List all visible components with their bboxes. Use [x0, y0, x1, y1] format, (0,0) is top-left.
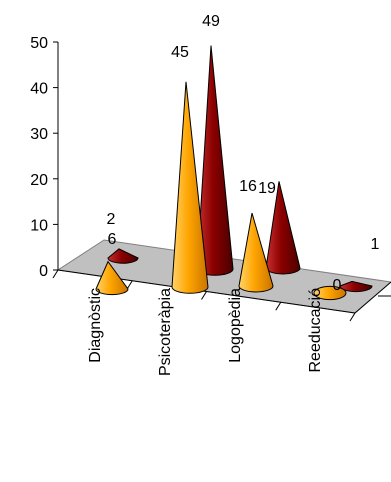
x-tick: [52, 269, 59, 279]
data-label: 1: [371, 236, 380, 253]
x-tick: [201, 291, 207, 300]
cone-body: [238, 212, 274, 293]
x-tick: [126, 280, 133, 290]
cone-mark: [313, 285, 347, 301]
cone-mark: [107, 248, 139, 264]
cone-mark: [95, 260, 129, 296]
y-tick-label: 10: [30, 217, 48, 234]
cone-mark: [238, 212, 274, 293]
data-label: 2: [107, 211, 116, 228]
y-tick-label: 40: [30, 81, 48, 98]
category-label: Psicoteràpia: [157, 288, 174, 376]
data-label: 45: [171, 44, 189, 61]
cone-body: [107, 248, 139, 264]
data-label: 16: [239, 178, 257, 195]
cone-body: [171, 81, 209, 294]
y-tick-label: 50: [30, 35, 48, 52]
depth-axis-line: [354, 281, 391, 314]
y-tick-label: 0: [39, 263, 48, 280]
data-label: 49: [202, 13, 220, 30]
category-label: Reeducació: [307, 288, 324, 373]
data-label: 19: [258, 180, 276, 197]
data-label: 6: [108, 231, 117, 248]
category-label: Logopèdia: [227, 288, 244, 363]
category-label: Diagnòstic: [87, 288, 104, 363]
y-tick-label: 30: [30, 126, 48, 143]
x-tick: [275, 301, 282, 311]
cone-mark: [171, 81, 209, 294]
cone-base: [313, 285, 347, 301]
y-tick-label: 20: [30, 172, 48, 189]
cone-body: [95, 260, 129, 296]
x-tick: [349, 312, 356, 322]
data-label: 0: [333, 277, 342, 294]
